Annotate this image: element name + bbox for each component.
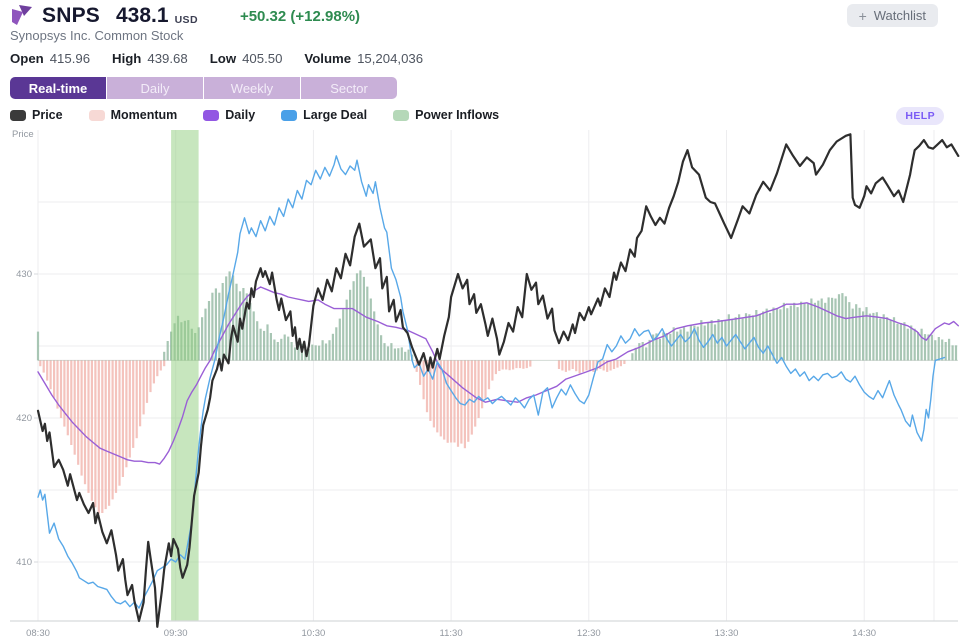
svg-text:410: 410 — [16, 557, 32, 568]
stat-open: Open 415.96 — [10, 51, 90, 66]
legend-swatch-icon — [393, 109, 410, 121]
timeframe-tab-bar: Real-time Daily Weekly Sector — [10, 77, 397, 99]
legend-swatch-icon — [88, 109, 105, 121]
price-change: +50.32 (+12.98%) — [239, 7, 361, 25]
legend-item-daily: Daily — [203, 108, 255, 122]
legend-item-power-inflows: Power Inflows — [393, 108, 499, 122]
legend-swatch-icon — [203, 109, 220, 121]
legend-label: Momentum — [110, 108, 178, 122]
y-axis-labels: Price 430 420 410 — [12, 129, 38, 568]
legend-label: Large Deal — [303, 108, 368, 122]
stat-high: High 439.68 — [112, 51, 188, 66]
tab-real-time[interactable]: Real-time — [10, 77, 106, 99]
plus-icon: + — [858, 7, 867, 24]
stat-value: 15,204,036 — [357, 51, 424, 66]
stats-row: Open 415.96 High 439.68 Low 405.50 Volume 15,20… — [10, 51, 423, 66]
stat-label: Low — [209, 51, 237, 66]
highlight-band — [171, 130, 199, 621]
tab-sector[interactable]: Sector — [301, 77, 397, 99]
svg-text:14:30: 14:30 — [852, 628, 876, 639]
header: SNPS 438.1 USD +50.32 (+12.98%) — [10, 2, 360, 30]
svg-text:420: 420 — [16, 413, 32, 424]
price-line — [36, 133, 960, 628]
svg-text:11:30: 11:30 — [440, 628, 463, 639]
tab-weekly[interactable]: Weekly — [204, 77, 300, 99]
legend-swatch-icon — [281, 109, 298, 121]
svg-text:13:30: 13:30 — [715, 628, 739, 639]
x-axis-labels: 08:30 09:30 10:30 11:30 12:30 13:30 14:30 — [26, 628, 876, 639]
stat-value: 405.50 — [242, 51, 283, 66]
svg-text:10:30: 10:30 — [302, 628, 326, 639]
legend-item-large-deal: Large Deal — [281, 108, 367, 122]
stat-volume: Volume 15,204,036 — [304, 51, 423, 66]
svg-text:430: 430 — [16, 269, 32, 280]
company-subtitle: Synopsys Inc. Common Stock — [10, 28, 184, 43]
stat-label: Open — [10, 51, 44, 66]
svg-text:12:30: 12:30 — [577, 628, 601, 639]
y-axis-title: Price — [12, 129, 34, 140]
ticker-currency: USD — [174, 13, 198, 26]
legend-label: Daily — [225, 108, 256, 122]
stat-low: Low 405.50 — [210, 51, 283, 66]
watchlist-button[interactable]: + Watchlist — [846, 4, 938, 27]
legend-label: Price — [32, 108, 63, 122]
synopsys-logo-icon — [12, 5, 32, 25]
svg-text:09:30: 09:30 — [164, 628, 188, 639]
legend-label: Power Inflows — [415, 108, 500, 122]
stat-label: High — [112, 51, 142, 66]
chart-canvas: Price 430 420 410 08:30 09:30 10:30 11:30 12:30 1… — [10, 129, 960, 639]
help-button[interactable]: HELP — [896, 107, 944, 125]
stat-value: 415.96 — [49, 51, 91, 66]
svg-text:08:30: 08:30 — [26, 628, 50, 639]
tab-daily[interactable]: Daily — [107, 77, 203, 99]
watchlist-label: Watchlist — [873, 8, 926, 23]
price-chart: Price 430 420 410 08:30 09:30 10:30 11:30 12:30 1… — [0, 128, 960, 640]
ticker-symbol: SNPS — [42, 4, 100, 27]
stat-value: 439.68 — [147, 51, 188, 66]
stat-label: Volume — [304, 51, 352, 66]
legend-swatch-icon — [10, 109, 26, 121]
chart-legend: Price Momentum Daily Large Deal Power Inflow… — [10, 106, 499, 124]
legend-item-price: Price — [10, 108, 63, 122]
daily-line — [37, 286, 959, 465]
ticker-price: 438.1 — [116, 4, 169, 27]
legend-item-momentum: Momentum — [88, 108, 178, 122]
momentum-histogram — [39, 360, 626, 514]
